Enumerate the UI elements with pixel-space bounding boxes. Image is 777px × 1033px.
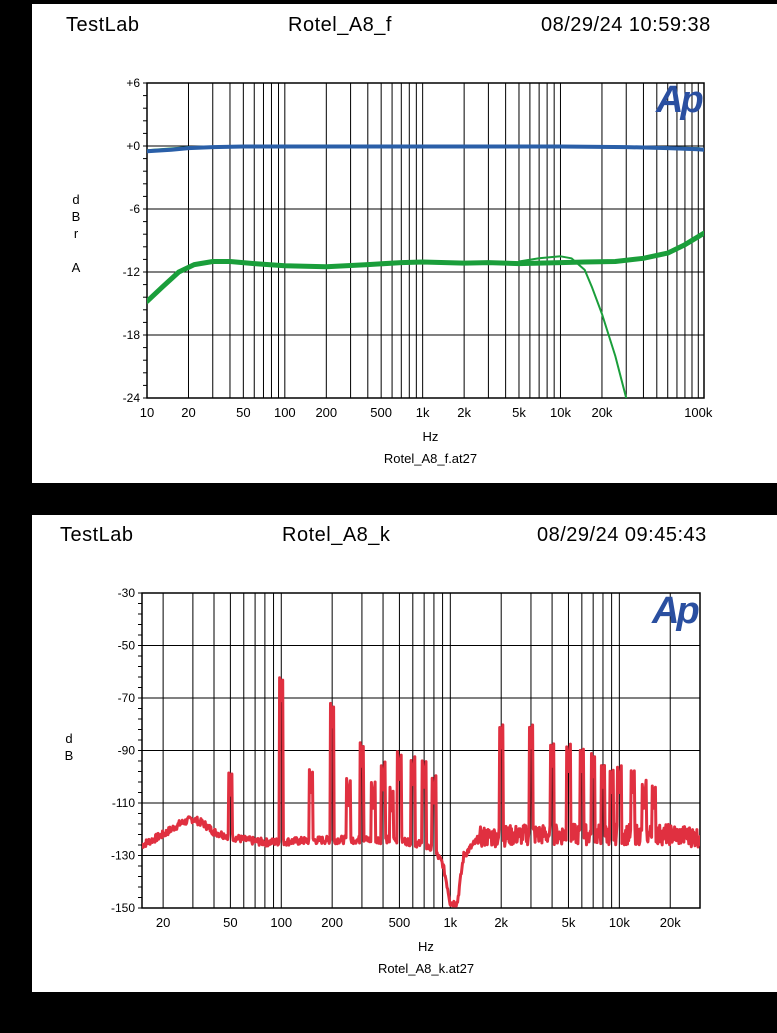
- y-minor-ticks: [138, 592, 142, 909]
- x-tick-label: 100: [274, 405, 296, 420]
- filename-label: Rotel_A8_k.at27: [378, 961, 474, 976]
- x-tick-label: 10k: [550, 405, 571, 420]
- y-tick-label: -130: [111, 849, 135, 863]
- x-axis-label: Hz: [418, 939, 434, 954]
- y-tick-label: -90: [118, 744, 136, 758]
- y-axis-label: d: [65, 731, 72, 746]
- y-tick-label: -70: [118, 691, 136, 705]
- x-tick-label: 200: [321, 915, 343, 930]
- y-tick-label: -24: [123, 391, 141, 405]
- x-tick-label: 20: [181, 405, 195, 420]
- spectrum-chart: -30 -50 -70 -90 -110 -130 -150 20 50 100 200 500 1k 2…: [65, 586, 702, 976]
- x-tick-label: 1k: [443, 915, 457, 930]
- y-axis-label: B: [65, 748, 74, 763]
- x-tick-label: 100: [270, 915, 292, 930]
- chart-panel-frequency-response: TestLab Rotel_A8_f 08/29/24 10:59:38 +6 +…: [32, 4, 777, 483]
- y-tick-label: -18: [123, 328, 141, 342]
- chart-panel-spectrum: TestLab Rotel_A8_k 08/29/24 09:45:43 -30…: [32, 515, 777, 992]
- series-line-0: [142, 676, 700, 908]
- x-tick-label: 50: [236, 405, 250, 420]
- x-tick-label: 1k: [416, 405, 430, 420]
- header-timestamp: 08/29/24 10:59:38: [541, 14, 711, 36]
- grid: [142, 592, 701, 909]
- series-line-1: [147, 144, 704, 154]
- y-tick-label: -12: [123, 265, 141, 279]
- plot-frame: [146, 82, 705, 399]
- ap-logo: Ap: [655, 79, 702, 121]
- y-minor-ticks: [143, 82, 147, 399]
- header-title: Rotel_A8_k: [282, 524, 391, 546]
- traces: [147, 144, 704, 398]
- y-tick-label: -110: [112, 796, 135, 810]
- series-line-2: [518, 255, 628, 398]
- filename-label: Rotel_A8_f.at27: [384, 451, 477, 466]
- header-timestamp: 08/29/24 09:45:43: [537, 524, 707, 546]
- grid: [146, 82, 704, 399]
- y-axis-label: A: [72, 260, 81, 275]
- traces: [142, 676, 700, 908]
- x-tick-label: 50: [223, 915, 237, 930]
- y-tick-label: +6: [126, 76, 140, 90]
- x-tick-label: 200: [315, 405, 337, 420]
- x-tick-label: 5k: [512, 405, 526, 420]
- y-tick-label: -150: [111, 901, 135, 915]
- x-tick-label: 100k: [684, 405, 713, 420]
- x-tick-label: 20k: [660, 915, 681, 930]
- y-axis-label: B: [72, 209, 81, 224]
- y-tick-label: -50: [118, 639, 136, 653]
- x-tick-label: 2k: [494, 915, 508, 930]
- y-tick-label: -30: [118, 586, 136, 600]
- x-tick-label: 5k: [562, 915, 576, 930]
- series-line-3: [147, 230, 704, 304]
- header-title: Rotel_A8_f: [288, 14, 392, 36]
- x-tick-label: 20: [156, 915, 170, 930]
- x-tick-label: 10k: [609, 915, 630, 930]
- y-tick-label: +0: [126, 139, 140, 153]
- x-tick-label: 500: [370, 405, 392, 420]
- header-left: TestLab: [66, 14, 140, 36]
- header-left: TestLab: [60, 524, 134, 546]
- x-tick-label: 20k: [591, 405, 612, 420]
- y-axis-label: r: [74, 226, 79, 241]
- y-axis-label: d: [72, 192, 79, 207]
- x-tick-label: 500: [389, 915, 411, 930]
- ap-logo: Ap: [651, 590, 698, 632]
- x-tick-label: 2k: [457, 405, 471, 420]
- y-tick-label: -6: [129, 202, 140, 216]
- x-tick-label: 10: [140, 405, 154, 420]
- x-axis-label: Hz: [423, 429, 439, 444]
